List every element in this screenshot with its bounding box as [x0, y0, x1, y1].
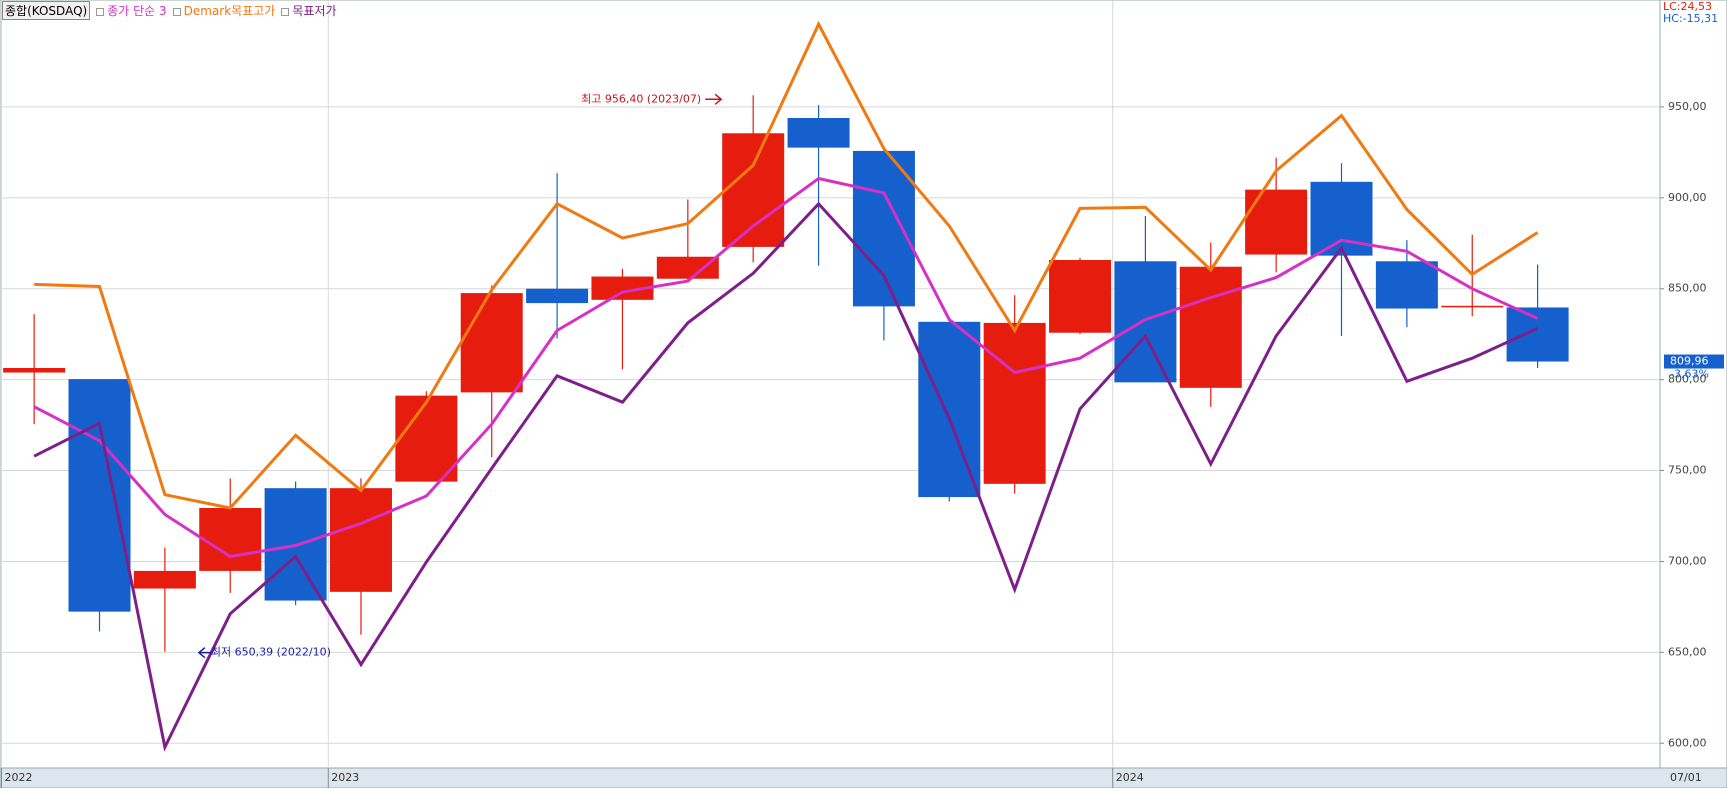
candle-body [1114, 261, 1177, 383]
x-axis-bar [0, 767, 1727, 788]
candle-body [1179, 266, 1242, 388]
x-tick-label: 2024 [1116, 771, 1144, 784]
y-tick-label: 850,00 [1668, 282, 1707, 295]
candle-body [68, 379, 131, 612]
indicator-line [33, 176, 1539, 559]
annotation-arrow [197, 647, 213, 659]
y-tick-label: 950,00 [1668, 100, 1707, 113]
annotation: 최고 956,40 (2023/07) [581, 92, 701, 105]
legend-label: 종가 단순 3 [107, 4, 167, 18]
legend-swatch [281, 7, 290, 16]
legend-swatch [172, 7, 181, 16]
y-tick-label: 900,00 [1668, 191, 1707, 204]
legend: 종합(KOSDAQ) 종가 단순 3 Demark목표고가 목표저가 [2, 1, 337, 20]
candle-body [3, 368, 66, 373]
legend-title: 종합(KOSDAQ) [2, 1, 91, 20]
candle-body [199, 508, 262, 571]
candle-body [722, 133, 785, 247]
candle-body [1245, 189, 1308, 255]
change-label: -3,63% [1670, 368, 1709, 381]
legend-entry: Demark목표고가 [172, 2, 276, 19]
candle-body [591, 276, 654, 300]
x-tick-label: 2023 [331, 771, 359, 784]
candle-body [460, 293, 523, 393]
annotation-arrow [705, 93, 723, 105]
candle-body [918, 321, 981, 498]
x-end-label: 07/01 [1670, 771, 1702, 784]
y-tick-label: 700,00 [1668, 554, 1707, 567]
price-label: 809,96 [1670, 355, 1709, 368]
candle-body [1506, 307, 1569, 362]
price-marker [1664, 354, 1724, 369]
x-tick-label: 2022 [4, 771, 32, 784]
candle-body [133, 570, 196, 589]
candle-body [329, 488, 392, 592]
candle-body [983, 322, 1046, 484]
candle-body [1441, 305, 1504, 308]
candle-body [656, 256, 719, 279]
legend-label: Demark목표고가 [183, 4, 276, 18]
annotation: 최저 650,39 (2022/10) [211, 646, 331, 659]
candle-body [787, 118, 850, 148]
candle-body [1049, 260, 1112, 333]
indicator-line [34, 20, 1539, 510]
y-tick-label: 650,00 [1668, 645, 1707, 658]
candle-body [852, 150, 915, 307]
y-tick-label: 750,00 [1668, 464, 1707, 477]
y-tick-label: 600,00 [1668, 736, 1707, 749]
y-axis-area [1659, 0, 1727, 769]
info-label: HC:-15,31 [1663, 12, 1718, 25]
legend-entry: 종가 단순 3 [96, 2, 167, 19]
legend-swatch [96, 7, 105, 16]
info-label: LC:24,53 [1663, 0, 1712, 13]
candle-body [1375, 261, 1438, 309]
candle-body [395, 395, 458, 482]
indicator-line [33, 201, 1539, 752]
legend-entry: 목표저가 [281, 2, 337, 19]
candle-body [526, 288, 589, 304]
legend-label: 목표저가 [292, 4, 337, 18]
y-tick-label: 800,00 [1668, 373, 1707, 386]
